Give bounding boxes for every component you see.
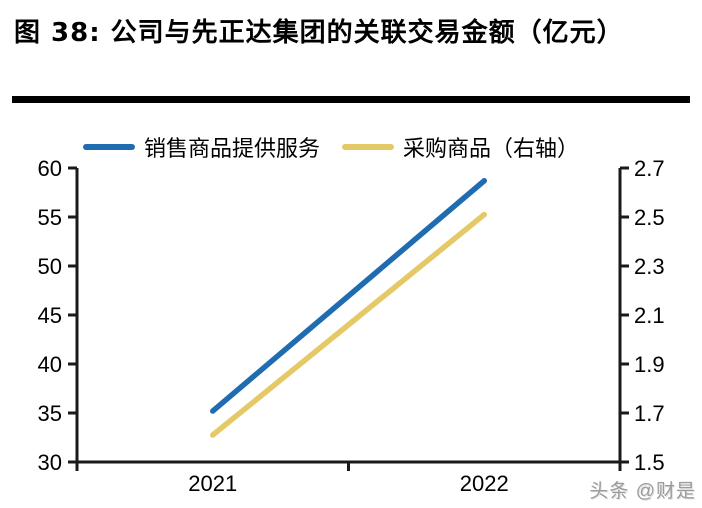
y-axis-right-tick-label: 2.5 bbox=[634, 205, 665, 230]
series-line-left bbox=[210, 177, 487, 414]
y-axis-left bbox=[68, 166, 79, 464]
series-line-right bbox=[210, 211, 487, 438]
legend-label: 采购商品（右轴） bbox=[403, 136, 580, 161]
chart-legend: 销售商品提供服务 采购商品（右轴） bbox=[0, 131, 682, 163]
y-axis-left-tick-label: 45 bbox=[38, 303, 62, 328]
y-axis-right-tick-label: 2.1 bbox=[634, 303, 665, 328]
y-axis-left-tick-label: 35 bbox=[38, 401, 62, 426]
y-axis-left-tick-label: 60 bbox=[38, 156, 62, 181]
y-axis-right-tick-label: 1.5 bbox=[634, 450, 665, 475]
x-axis-tick-label: 2021 bbox=[188, 471, 237, 496]
watermark: 头条 @财是 bbox=[589, 481, 696, 502]
y-axis-right-tick-label: 2.7 bbox=[634, 156, 665, 181]
x-axis-tick-label: 2022 bbox=[460, 471, 509, 496]
y-axis-right-tick-label: 1.7 bbox=[634, 401, 665, 426]
y-axis-left-tick-label: 55 bbox=[38, 205, 62, 230]
figure-title: 图 38: 公司与先正达集团的关联交易金额（亿元） bbox=[14, 18, 624, 48]
y-axis-left-tick-label: 40 bbox=[38, 352, 62, 377]
y-axis-right-tick-label: 1.9 bbox=[634, 352, 665, 377]
legend-line-swatch bbox=[82, 144, 135, 150]
x-axis bbox=[75, 460, 622, 471]
legend-line-swatch bbox=[342, 144, 394, 150]
legend-item: 采购商品（右轴） bbox=[342, 131, 579, 163]
y-axis-left-tick-label: 50 bbox=[38, 254, 62, 279]
y-axis-left-tick-label: 30 bbox=[38, 450, 62, 475]
legend-label: 销售商品提供服务 bbox=[143, 136, 320, 161]
title-divider bbox=[12, 96, 690, 103]
y-axis-right bbox=[618, 166, 629, 464]
legend-item: 销售商品提供服务 bbox=[82, 131, 320, 163]
y-axis-right-tick-label: 2.3 bbox=[634, 254, 665, 279]
